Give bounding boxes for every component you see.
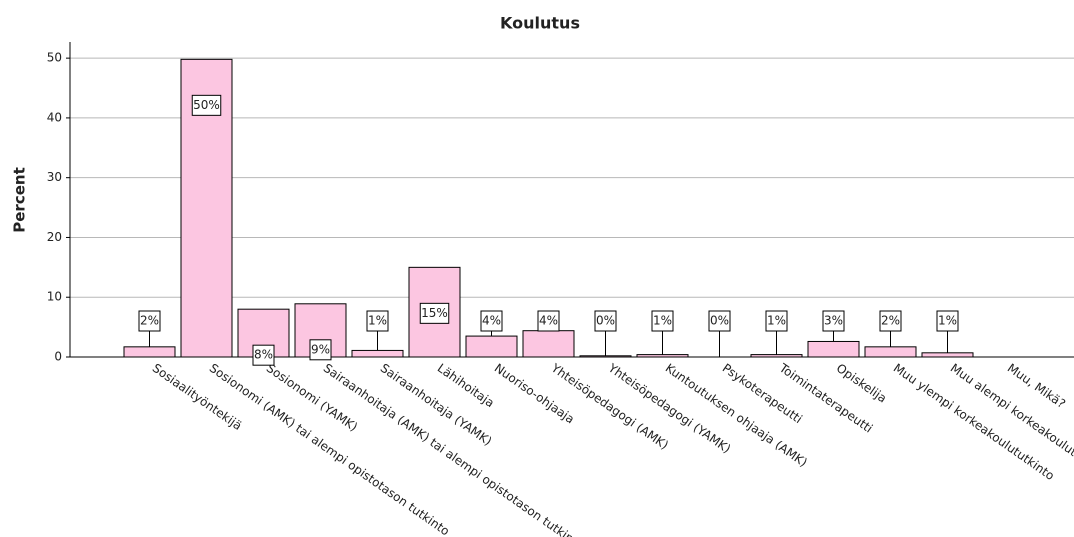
data-label: 1% (767, 314, 786, 328)
data-label: 4% (539, 314, 558, 328)
bar (750, 354, 803, 358)
data-label: 9% (311, 342, 330, 356)
data-label: 1% (653, 314, 672, 328)
label-box (936, 310, 959, 332)
label-box (765, 310, 788, 332)
label-box (419, 302, 450, 324)
data-label: 15% (421, 306, 448, 320)
bar (579, 355, 632, 358)
data-label: 0% (596, 314, 615, 328)
label-box (480, 310, 503, 332)
y-tick-label: 30 (47, 170, 62, 184)
label-box (708, 310, 731, 332)
y-tick-label: 40 (47, 110, 62, 124)
bar (921, 352, 974, 358)
chart-title: Koulutus (500, 14, 580, 33)
data-label: 1% (938, 314, 957, 328)
x-tick-label: Opiskelija (834, 361, 889, 406)
data-label: 8% (254, 348, 273, 362)
y-axis-label: Percent (11, 167, 29, 232)
bar (522, 330, 575, 358)
x-tick-label: Toimintaterapeutti (776, 360, 875, 435)
label-box (138, 310, 161, 332)
label-box (309, 339, 332, 361)
bar (636, 354, 689, 358)
label-box (366, 310, 389, 332)
label-box (252, 344, 275, 366)
data-label: 50% (193, 98, 220, 112)
bar (123, 346, 176, 358)
data-label: 2% (140, 314, 159, 328)
data-label: 1% (368, 314, 387, 328)
data-label: 0% (710, 314, 729, 328)
x-tick-label: Sairaanhoitaja (AMK) tai alempi opistota… (321, 361, 587, 537)
bar (465, 335, 518, 358)
bar (807, 340, 860, 358)
y-tick-label: 50 (47, 51, 62, 65)
data-label: 3% (824, 314, 843, 328)
label-box (651, 310, 674, 332)
label-box (537, 310, 560, 332)
y-tick-label: 0 (54, 350, 62, 364)
data-label: 2% (881, 314, 900, 328)
bar (864, 346, 917, 358)
label-box (594, 310, 617, 332)
label-box (191, 94, 222, 116)
label-box (822, 310, 845, 332)
y-tick-label: 20 (47, 230, 62, 244)
label-box (879, 310, 902, 332)
bar (351, 349, 404, 358)
y-tick-label: 10 (47, 290, 62, 304)
data-label: 4% (482, 314, 501, 328)
